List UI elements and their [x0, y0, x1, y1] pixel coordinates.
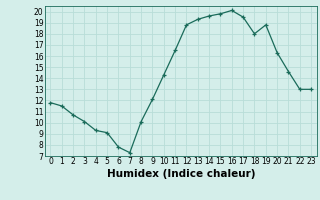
- X-axis label: Humidex (Indice chaleur): Humidex (Indice chaleur): [107, 169, 255, 179]
